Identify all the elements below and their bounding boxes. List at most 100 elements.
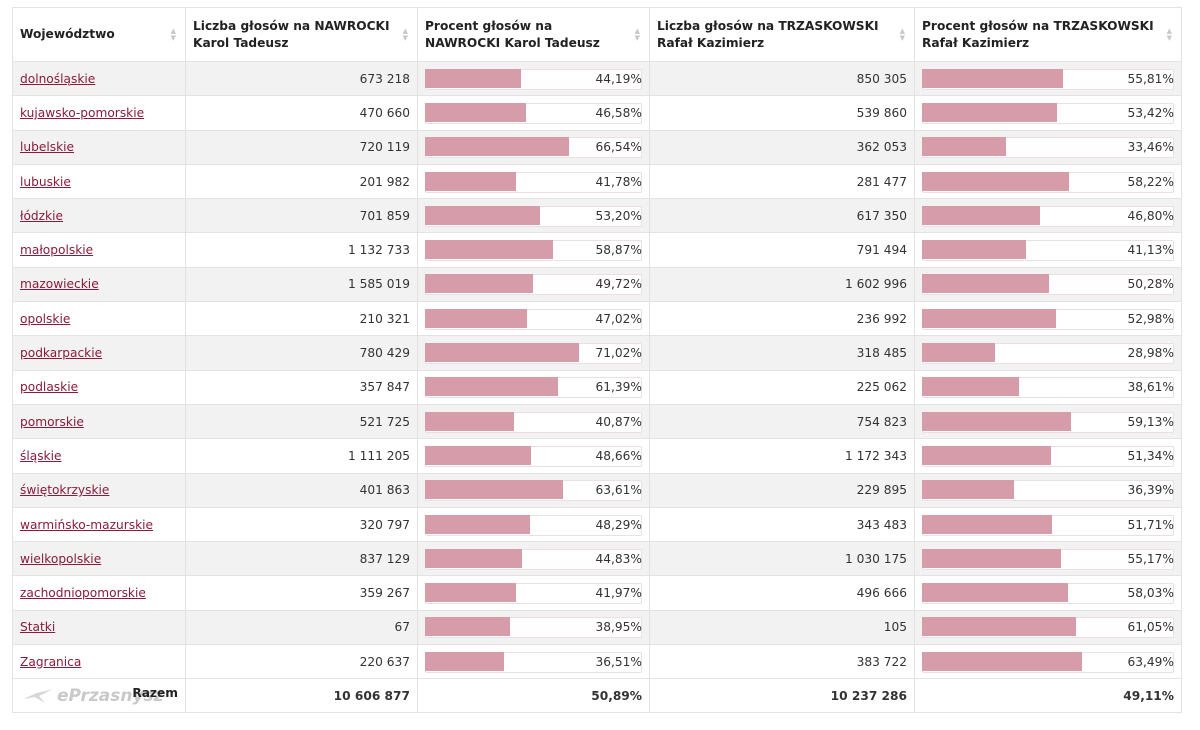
- column-header-trzaskowski-percent[interactable]: Procent głosów na TRZASKOWSKI Rafał Kazi…: [914, 7, 1182, 62]
- sort-arrows-icon[interactable]: ▲ ▼: [634, 26, 640, 42]
- sort-arrows-icon[interactable]: ▲ ▼: [1166, 26, 1172, 42]
- nawrocki-votes-cell: 67: [185, 609, 418, 646]
- region-link[interactable]: wielkopolskie: [20, 551, 102, 566]
- nawrocki-percent-cell: 41,97%: [417, 575, 650, 611]
- percent-value: 36,39%: [1127, 483, 1174, 498]
- region-cell: warmińsko-mazurskie: [12, 506, 186, 543]
- table-footer: ePrzasnysz Razem 10 606 877 50,89% 10 23…: [12, 678, 1182, 714]
- watermark-text: ePrzasnysz: [57, 686, 164, 707]
- table-row: podlaskie 357 847 61,39% 225 062 38,61%: [12, 369, 1182, 405]
- nawrocki-percent-cell: 44,83%: [417, 541, 650, 577]
- percent-value: 58,22%: [1127, 174, 1174, 189]
- percent-value: 44,19%: [595, 71, 642, 86]
- percent-bar-fill: [922, 205, 1040, 225]
- region-link[interactable]: pomorskie: [20, 414, 84, 429]
- nawrocki-votes-cell: 837 129: [185, 541, 418, 577]
- trzaskowski-percent-cell: 38,61%: [914, 369, 1182, 405]
- region-link[interactable]: podkarpackie: [20, 346, 103, 361]
- percent-bar-fill: [922, 548, 1062, 568]
- percent-bar-fill: [425, 171, 516, 191]
- region-link[interactable]: śląskie: [20, 448, 62, 463]
- region-link[interactable]: zachodniopomorskie: [20, 586, 146, 601]
- percent-value: 66,54%: [595, 140, 642, 155]
- trzaskowski-percent-cell: 36,39%: [914, 472, 1182, 508]
- percent-bar-fill: [425, 68, 521, 88]
- table-row: dolnośląskie 673 218 44,19% 850 305 55,81%: [12, 60, 1182, 97]
- column-header-wojewodztwo[interactable]: Województwo ▲ ▼: [12, 7, 186, 62]
- percent-bar-fill: [922, 583, 1069, 603]
- logo-icon: [23, 689, 53, 704]
- percent-bar-fill: [425, 445, 531, 465]
- percent-bar-fill: [425, 205, 541, 225]
- column-header-label: Procent głosów na TRZASKOWSKI Rafał Kazi…: [922, 18, 1154, 50]
- region-link[interactable]: lubelskie: [20, 140, 75, 155]
- sort-arrows-icon[interactable]: ▲ ▼: [402, 26, 408, 42]
- percent-bar-fill: [922, 514, 1053, 534]
- percent-bar-fill: [922, 651, 1082, 671]
- trzaskowski-percent-cell: 58,22%: [914, 163, 1182, 200]
- nawrocki-percent-cell: 47,02%: [417, 301, 650, 337]
- nawrocki-percent-cell: 38,95%: [417, 609, 650, 646]
- results-table-container: Województwo ▲ ▼ Liczba głosów na NAWROCKI…: [12, 7, 1182, 714]
- trzaskowski-percent-cell: 61,05%: [914, 609, 1182, 646]
- region-link[interactable]: łódzkie: [20, 208, 63, 223]
- percent-value: 41,78%: [595, 174, 642, 189]
- region-cell: pomorskie: [12, 403, 186, 440]
- trzaskowski-percent-cell: 51,71%: [914, 506, 1182, 543]
- percent-bar-fill: [425, 514, 530, 534]
- trzaskowski-votes-cell: 225 062: [649, 369, 915, 405]
- table-row: pomorskie 521 725 40,87% 754 823 59,13%: [12, 403, 1182, 440]
- nawrocki-votes-cell: 320 797: [185, 506, 418, 543]
- percent-value: 33,46%: [1127, 140, 1174, 155]
- nawrocki-percent-cell: 49,72%: [417, 266, 650, 303]
- trzaskowski-votes-cell: 105: [649, 609, 915, 646]
- percent-value: 46,80%: [1127, 208, 1174, 223]
- region-link[interactable]: kujawsko-pomorskie: [20, 105, 145, 120]
- totals-label-cell: ePrzasnysz Razem: [12, 678, 186, 714]
- region-cell: śląskie: [12, 438, 186, 474]
- region-link[interactable]: Statki: [20, 620, 56, 635]
- region-link[interactable]: mazowieckie: [20, 277, 99, 292]
- region-link[interactable]: warmińsko-mazurskie: [20, 517, 154, 532]
- table-row: lubelskie 720 119 66,54% 362 053 33,46%: [12, 129, 1182, 165]
- region-link[interactable]: opolskie: [20, 311, 71, 326]
- region-link[interactable]: podlaskie: [20, 380, 79, 395]
- nawrocki-votes-cell: 1 132 733: [185, 232, 418, 268]
- sort-arrows-icon[interactable]: ▲ ▼: [170, 26, 176, 42]
- percent-bar-fill: [425, 377, 559, 397]
- region-link[interactable]: małopolskie: [20, 243, 94, 258]
- trzaskowski-percent-cell: 63,49%: [914, 644, 1182, 680]
- percent-value: 41,13%: [1127, 243, 1174, 258]
- percent-bar-fill: [425, 308, 528, 328]
- trzaskowski-percent-cell: 50,28%: [914, 266, 1182, 303]
- trzaskowski-votes-cell: 318 485: [649, 335, 915, 371]
- trzaskowski-votes-cell: 229 895: [649, 472, 915, 508]
- percent-value: 52,98%: [1127, 311, 1174, 326]
- nawrocki-percent-cell: 36,51%: [417, 644, 650, 680]
- nawrocki-percent-cell: 41,78%: [417, 163, 650, 200]
- region-link[interactable]: Zagranica: [20, 654, 82, 669]
- table-row: Statki 67 38,95% 105 61,05%: [12, 609, 1182, 646]
- column-header-nawrocki-votes[interactable]: Liczba głosów na NAWROCKI Karol Tadeusz …: [185, 7, 418, 62]
- percent-bar-fill: [922, 68, 1063, 88]
- trzaskowski-votes-cell: 343 483: [649, 506, 915, 543]
- percent-value: 48,29%: [595, 517, 642, 532]
- nawrocki-votes-cell: 521 725: [185, 403, 418, 440]
- results-table: Województwo ▲ ▼ Liczba głosów na NAWROCKI…: [12, 7, 1182, 714]
- region-link[interactable]: dolnośląskie: [20, 71, 96, 86]
- trzaskowski-votes-cell: 1 030 175: [649, 541, 915, 577]
- region-cell: opolskie: [12, 301, 186, 337]
- nawrocki-votes-cell: 470 660: [185, 95, 418, 131]
- nawrocki-percent-cell: 61,39%: [417, 369, 650, 405]
- percent-value: 50,28%: [1127, 277, 1174, 292]
- column-header-label: Procent głosów na NAWROCKI Karol Tadeusz: [425, 18, 600, 50]
- percent-bar-fill: [425, 583, 517, 603]
- sort-arrows-icon[interactable]: ▲ ▼: [899, 26, 905, 42]
- column-header-nawrocki-percent[interactable]: Procent głosów na NAWROCKI Karol Tadeusz…: [417, 7, 650, 62]
- region-link[interactable]: świętokrzyskie: [20, 483, 110, 498]
- percent-value: 61,39%: [595, 380, 642, 395]
- nawrocki-votes-cell: 359 267: [185, 575, 418, 611]
- region-link[interactable]: lubuskie: [20, 174, 71, 189]
- percent-value: 38,61%: [1127, 380, 1174, 395]
- column-header-trzaskowski-votes[interactable]: Liczba głosów na TRZASKOWSKI Rafał Kazim…: [649, 7, 915, 62]
